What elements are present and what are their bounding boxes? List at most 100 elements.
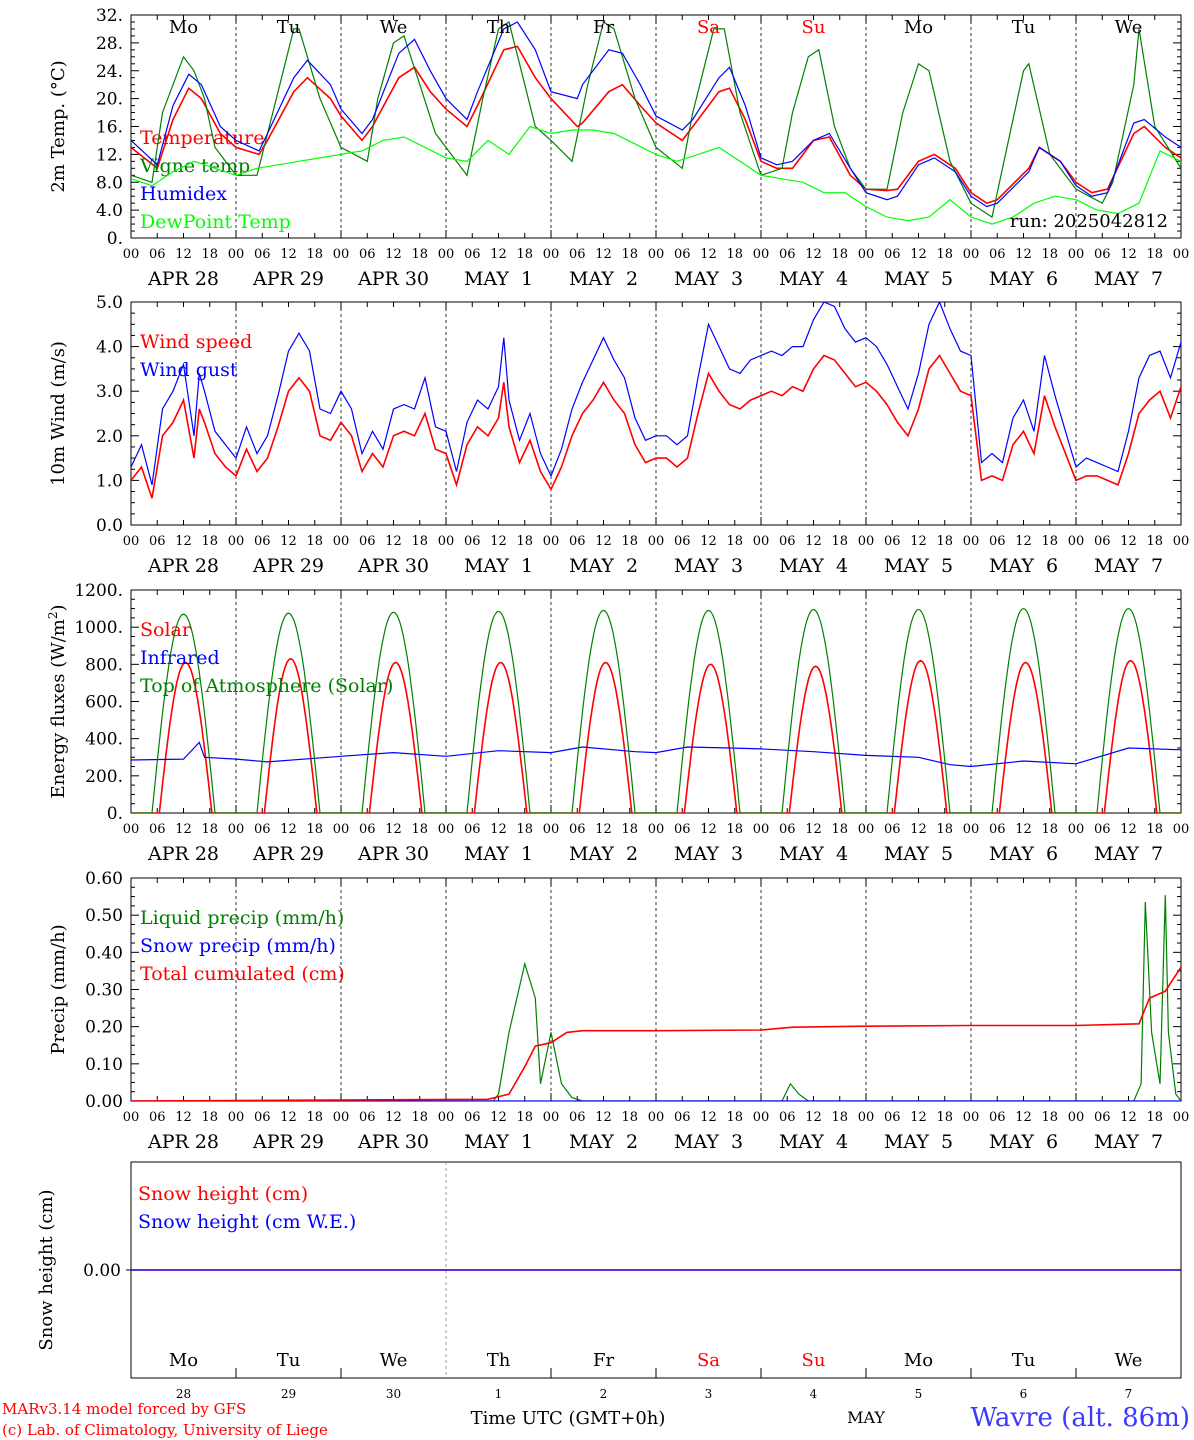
y-tick-label: 0. [107,229,123,249]
weekday-label: Sa [697,17,720,38]
hour-tick-label: 00 [1173,1110,1190,1125]
hour-tick-label: 12 [595,1110,612,1125]
hour-tick-label: 06 [779,247,796,262]
hour-tick-label: 12 [175,247,192,262]
hour-tick-label: 18 [726,247,743,262]
legend-wind-gust: Wind gust [140,359,238,381]
weekday-label: Sa [697,1350,720,1371]
date-label: APR 28 [147,555,219,577]
day-number-label: 7 [1125,1387,1133,1401]
hour-tick-label: 06 [149,534,166,549]
hour-tick-label: 12 [805,534,822,549]
hour-tick-label: 12 [700,247,717,262]
weekday-label: Th [487,17,511,38]
y-tick-label: 4.0 [96,201,123,221]
y-axis-title: Snow height (cm) [36,1189,57,1350]
date-label: MAY 5 [884,555,953,577]
hour-tick-label: 00 [438,534,455,549]
series-line-wind-gust [131,302,1181,486]
panel-5: 0.00 Snow height (cm) Snow height (cm) Snow… [36,1161,1182,1401]
hour-tick-label: 00 [543,1110,560,1125]
hour-tick-label: 06 [674,247,691,262]
weekday-label: Tu [277,17,301,38]
hour-tick-label: 12 [910,1110,927,1125]
hour-tick-label: 18 [621,534,638,549]
y-tick-label: 24. [96,62,123,82]
hour-tick-label: 18 [831,1110,848,1125]
y-tick-label: 0.20 [85,1018,123,1038]
run-label: run: 2025042812 [1010,211,1168,232]
hour-tick-label: 18 [306,1110,323,1125]
date-label: MAY 4 [779,555,848,577]
hour-tick-label: 06 [674,822,691,837]
y-tick-label: 1.0 [96,471,123,491]
y-tick-label: 2.0 [96,427,123,447]
panel-3: 00 06 12 18 00 06 12 18 00 06 12 18 00 06 12 18 00 06 12 18… [46,581,1189,865]
hour-tick-label: 12 [1015,822,1032,837]
hour-tick-label: 12 [280,1110,297,1125]
panel-2: 00 06 12 18 00 06 12 18 00 06 12 18 00 06 12 18 00 06 12 18… [48,293,1189,577]
date-label: MAY 3 [674,268,743,290]
series-line-vigne-temp [131,21,1181,219]
hour-tick-label: 00 [648,1110,665,1125]
date-label: MAY 5 [884,843,953,865]
date-label: APR 29 [252,268,324,290]
date-label: MAY 2 [569,1131,638,1153]
hour-tick-label: 12 [805,247,822,262]
paren: ) [48,604,69,611]
date-label: APR 29 [252,843,324,865]
date-label: MAY 4 [779,268,848,290]
hour-tick-label: 06 [884,534,901,549]
hour-tick-label: 12 [700,822,717,837]
panel-4: 00 06 12 18 00 06 12 18 00 06 12 18 00 06 12 18 00 06 12 18… [48,869,1189,1153]
y-tick-label: 0.10 [85,1055,123,1075]
hour-tick-label: 12 [595,247,612,262]
hour-tick-label: 18 [936,822,953,837]
date-label: APR 30 [357,843,429,865]
weekday-label: We [380,1350,408,1371]
hour-tick-label: 18 [411,534,428,549]
y-tick-label: 800. [85,655,123,675]
y-tick-label: 28. [96,34,123,54]
weekday-label: Fr [593,17,614,38]
legend-dewpoint-temp: DewPoint Temp [140,211,291,233]
hour-tick-label: 00 [963,1110,980,1125]
y-axis-title: Precip (mm/h) [48,924,69,1054]
hour-tick-label: 06 [989,1110,1006,1125]
y-tick-label: 0.50 [85,906,123,926]
hour-tick-label: 18 [831,822,848,837]
station-label: Wavre (alt. 86m) [970,1403,1190,1433]
hour-tick-label: 00 [123,247,140,262]
hour-tick-label: 00 [228,1110,245,1125]
series-line-liquid-precip-mm-h- [131,895,1181,1101]
hour-tick-label: 06 [569,534,586,549]
y-tick-label: 4.0 [96,338,123,358]
legend-temperature: Temperature [140,127,264,149]
hour-tick-label: 06 [569,822,586,837]
hour-tick-label: 00 [858,534,875,549]
hour-tick-label: 00 [963,247,980,262]
lab-credit: (c) Lab. of Climatology, University of L… [2,1421,328,1439]
y-tick-label: 0.00 [85,1092,123,1112]
y-tick-label: 600. [85,693,123,713]
hour-tick-label: 12 [175,822,192,837]
hour-tick-label: 06 [674,534,691,549]
y-tick-label: 0. [107,804,123,824]
hour-tick-label: 06 [359,247,376,262]
hour-tick-label: 00 [333,1110,350,1125]
hour-tick-label: 06 [254,247,271,262]
hour-tick-label: 12 [595,534,612,549]
hour-tick-label: 18 [621,247,638,262]
hour-tick-label: 06 [779,534,796,549]
y-tick-label: 12. [96,145,123,165]
hour-tick-label: 18 [831,534,848,549]
hour-tick-label: 00 [123,534,140,549]
hour-tick-label: 18 [411,247,428,262]
hour-tick-label: 06 [779,822,796,837]
hour-tick-label: 00 [648,822,665,837]
hour-tick-label: 06 [884,822,901,837]
hour-tick-label: 12 [175,1110,192,1125]
date-label: MAY 5 [884,1131,953,1153]
hour-tick-label: 06 [674,1110,691,1125]
hour-tick-label: 06 [464,1110,481,1125]
